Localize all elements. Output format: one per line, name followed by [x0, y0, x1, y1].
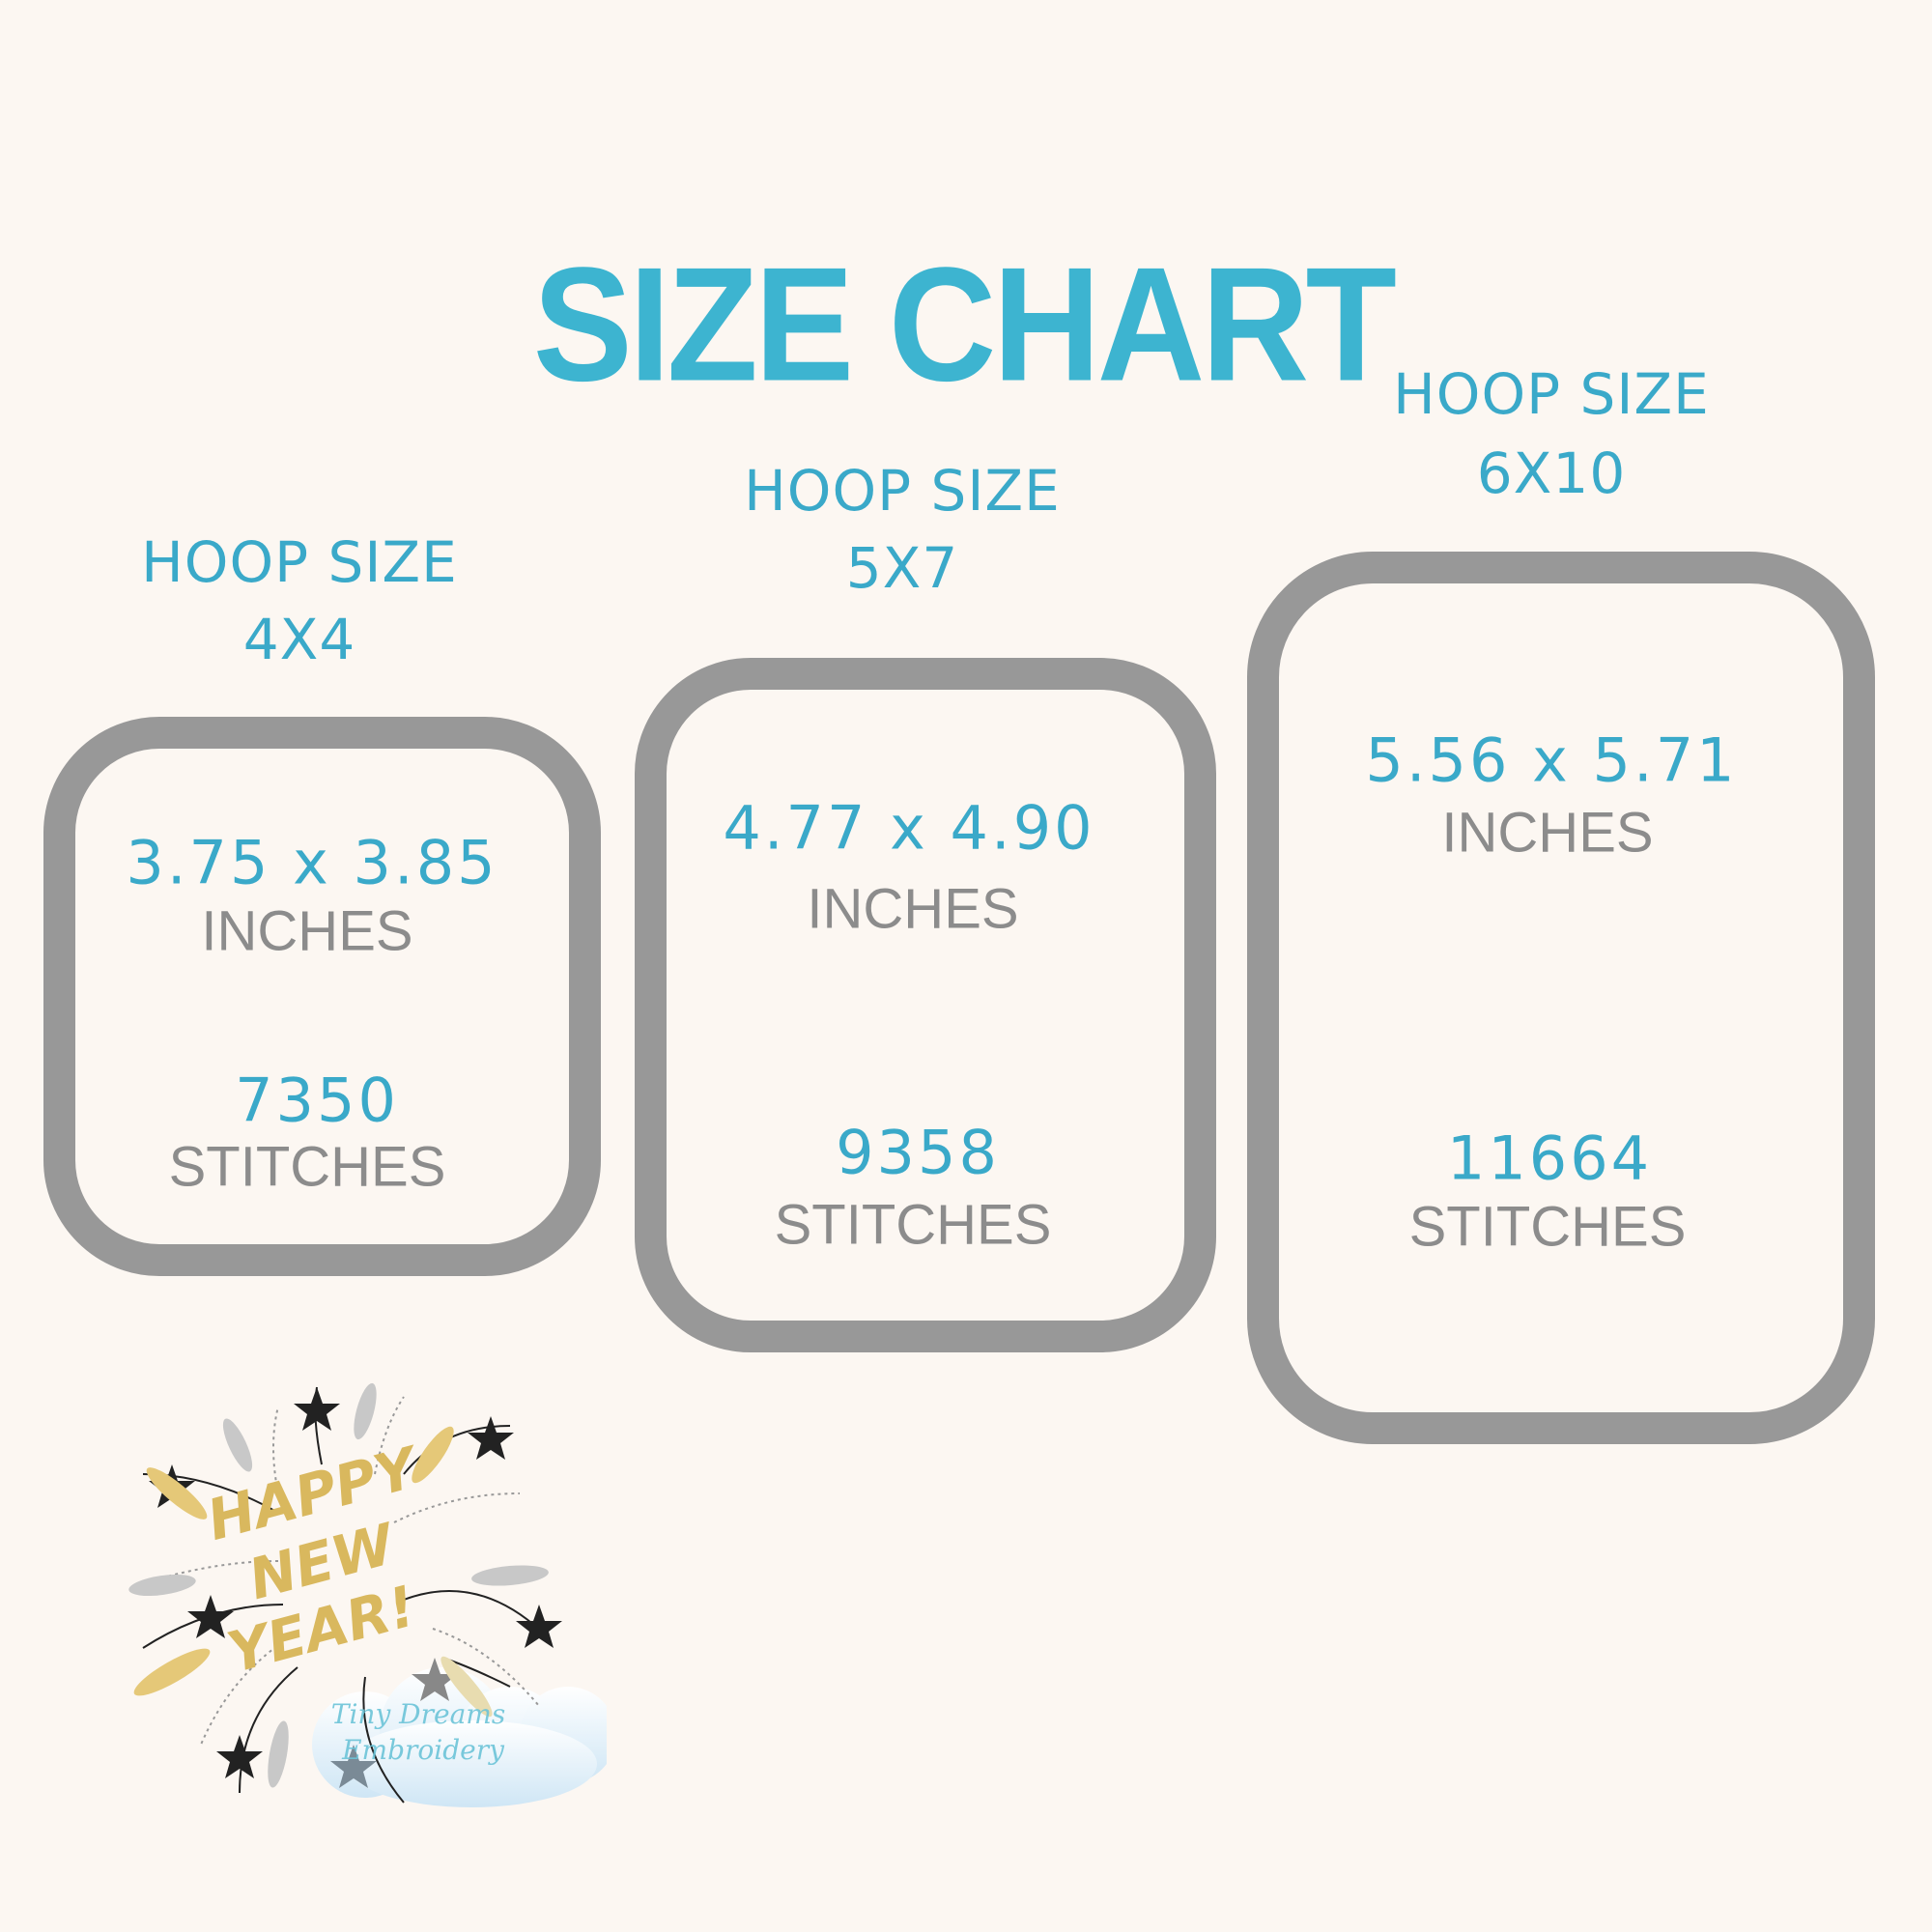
hoop-label: HOOP SIZE: [1393, 361, 1710, 427]
hoop-label: HOOP SIZE: [141, 529, 458, 595]
dotted-lines: [152, 1396, 540, 1746]
dimension-unit: INCHES: [201, 899, 413, 963]
stitch-unit: STITCHES: [168, 1135, 446, 1199]
watermark-line: Tiny Dreams: [331, 1698, 505, 1730]
dimensions: 5.56 x 5.71: [1365, 724, 1738, 796]
dimension-unit: INCHES: [1441, 801, 1654, 865]
hoop-frame-6x10: [1247, 552, 1875, 1444]
hoop-frame-5x7: [635, 658, 1216, 1352]
page-title: SIZE CHART: [532, 233, 1397, 415]
stitch-unit: STITCHES: [1408, 1195, 1687, 1259]
stitch-count: 7350: [235, 1065, 399, 1136]
stitch-unit: STITCHES: [774, 1193, 1052, 1257]
stitch-count: 11664: [1446, 1122, 1653, 1194]
streak-shapes: [128, 1382, 549, 1788]
dimension-unit: INCHES: [807, 877, 1019, 941]
hoop-size: 6X10: [1476, 440, 1627, 506]
hoop-frame-4x4: [43, 717, 601, 1276]
watermark-line: Embroidery: [341, 1734, 505, 1766]
hoop-size: 4X4: [242, 607, 356, 672]
hoop-size: 5X7: [845, 535, 959, 601]
hoop-label: HOOP SIZE: [744, 458, 1061, 524]
dimensions: 3.75 x 3.85: [126, 827, 498, 898]
stitch-count: 9358: [836, 1117, 1000, 1188]
happy-new-year-design: HAPPY NEW YEAR! Tiny Dreams Embroidery: [128, 1382, 607, 1807]
dimensions: 4.77 x 4.90: [723, 792, 1095, 864]
